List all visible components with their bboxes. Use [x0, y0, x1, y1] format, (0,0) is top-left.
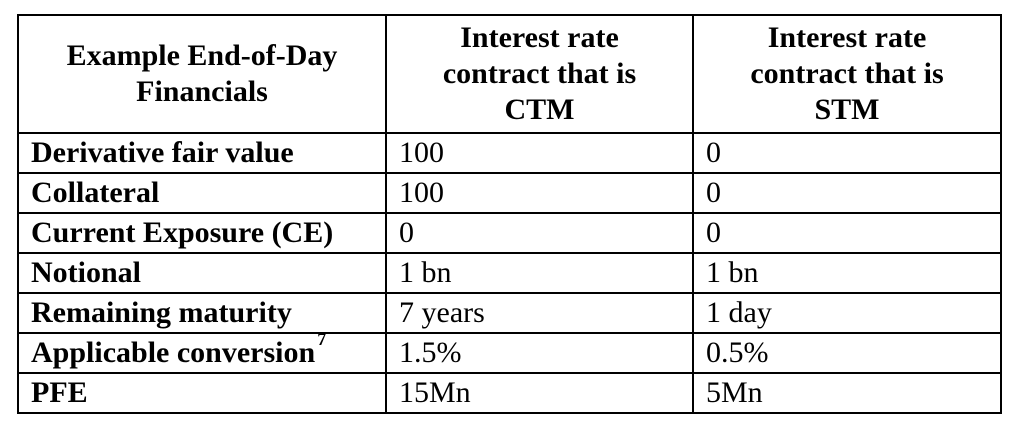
- table-row: PFE 15Mn 5Mn: [17, 372, 1002, 414]
- stm-value: 0: [692, 132, 1002, 174]
- ctm-value: 15Mn: [385, 372, 694, 414]
- financials-comparison-table: Example End-of-Day Financials Interest r…: [17, 14, 1002, 414]
- row-label: Applicable conversion: [31, 336, 316, 369]
- row-label: Current Exposure (CE): [17, 212, 387, 254]
- row-label: PFE: [17, 372, 387, 414]
- stm-value: 0: [692, 212, 1002, 254]
- ctm-value: 100: [385, 172, 694, 214]
- ctm-value: 0: [385, 212, 694, 254]
- header-line: contract that is: [442, 57, 637, 90]
- ctm-value: 1 bn: [385, 252, 694, 294]
- stm-value: 0: [692, 172, 1002, 214]
- table-row: Remaining maturity 7 years 1 day: [17, 292, 1002, 334]
- row-label: Collateral: [17, 172, 387, 214]
- header-line: Financials: [136, 75, 268, 108]
- header-line: contract that is: [750, 57, 944, 90]
- stm-value: 1 bn: [692, 252, 1002, 294]
- table-row: Current Exposure (CE) 0 0: [17, 212, 1002, 254]
- footnote-marker: 7: [317, 329, 327, 349]
- header-line: STM: [814, 93, 880, 126]
- header-ctm: Interest rate contract that is CTM: [385, 14, 694, 134]
- header-line: CTM: [504, 93, 575, 126]
- table-row: Notional 1 bn 1 bn: [17, 252, 1002, 294]
- table-row: Derivative fair value 100 0: [17, 132, 1002, 174]
- row-label: Notional: [17, 252, 387, 294]
- table-row: Collateral 100 0: [17, 172, 1002, 214]
- row-label: Remaining maturity: [17, 292, 387, 334]
- stm-value: 5Mn: [692, 372, 1002, 414]
- ctm-value: 7 years: [385, 292, 694, 334]
- header-stm: Interest rate contract that is STM: [692, 14, 1002, 134]
- header-line: Interest rate: [460, 21, 619, 54]
- stm-value: 0.5%: [692, 332, 1002, 374]
- header-line: Interest rate: [767, 21, 927, 54]
- header-line: Example End-of-Day: [66, 39, 338, 72]
- table-row: Applicable conversion 7 1.5% 0.5%: [17, 330, 1002, 374]
- stm-value: 1 day: [692, 292, 1002, 334]
- ctm-value: 1.5%: [385, 332, 694, 374]
- row-label: Derivative fair value: [17, 132, 387, 174]
- header-financials: Example End-of-Day Financials: [17, 14, 387, 134]
- header-row: Example End-of-Day Financials Interest r…: [17, 14, 1002, 134]
- ctm-value: 100: [385, 132, 694, 174]
- row-label-with-footnote: Applicable conversion 7: [17, 330, 387, 374]
